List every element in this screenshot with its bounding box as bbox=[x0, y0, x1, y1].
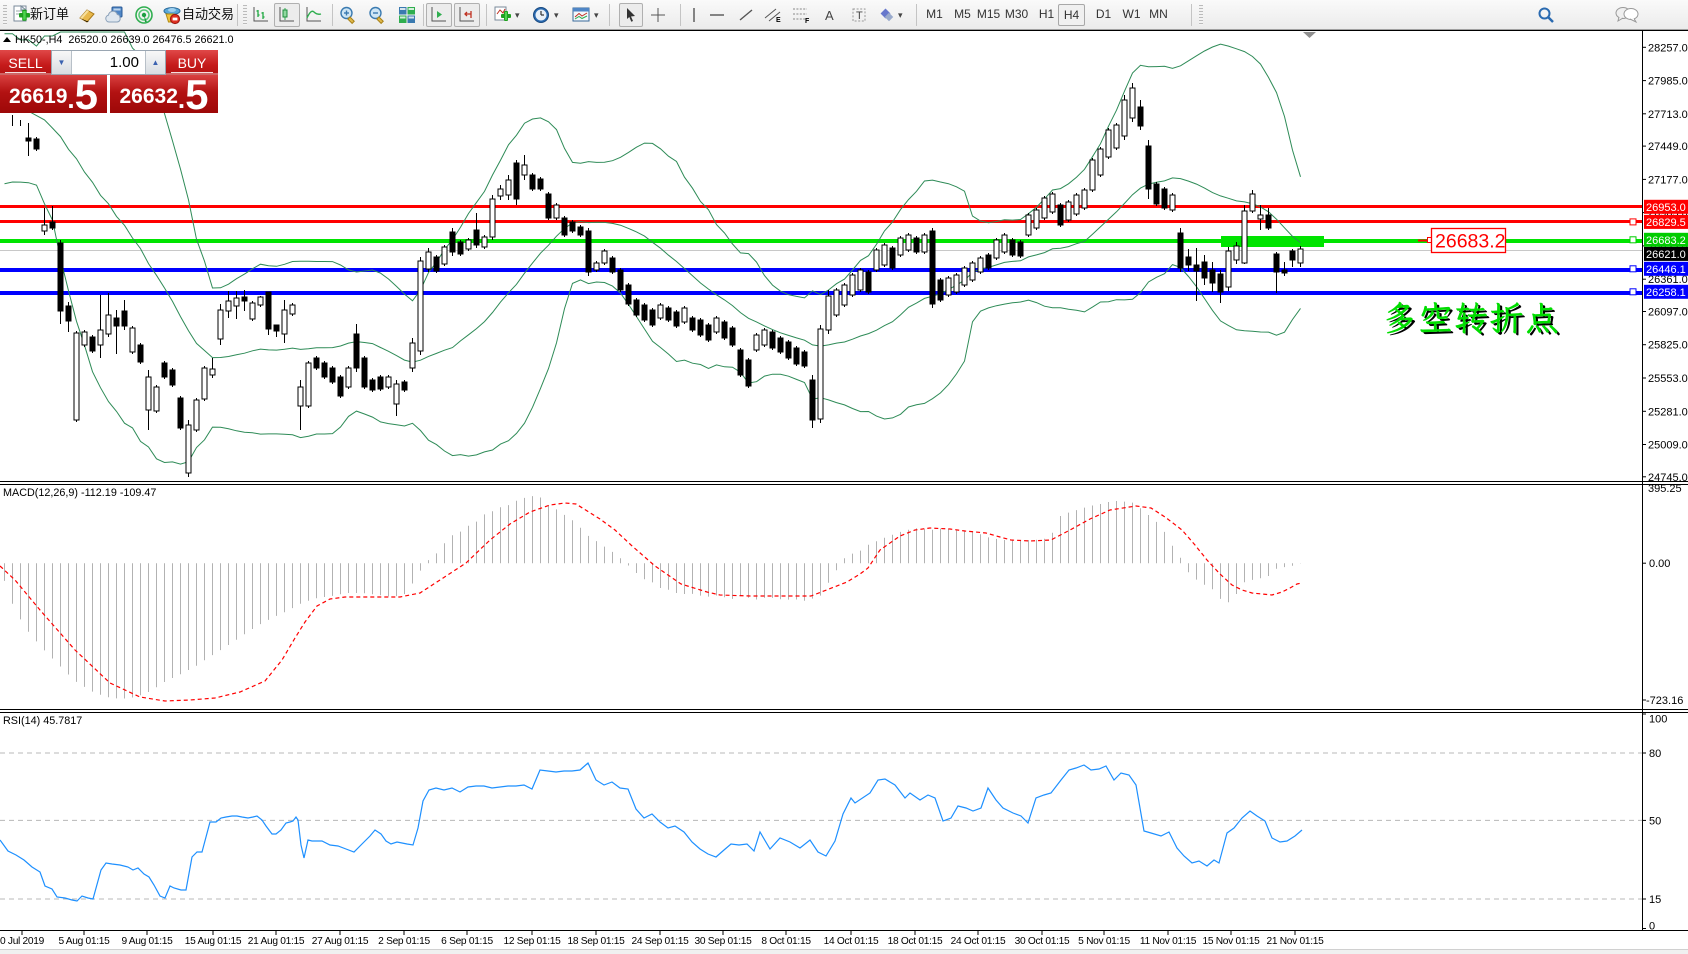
svg-text:26446.1: 26446.1 bbox=[1646, 264, 1686, 276]
svg-text:25825.0: 25825.0 bbox=[1648, 340, 1688, 352]
svg-text:30 Sep 01:15: 30 Sep 01:15 bbox=[694, 936, 752, 947]
svg-text:2 Sep 01:15: 2 Sep 01:15 bbox=[378, 936, 430, 947]
svg-text:HK50-,H4 26520.0 26639.0 2647: HK50-,H4 26520.0 26639.0 26476.5 26621.0 bbox=[15, 34, 234, 46]
svg-text:395.25: 395.25 bbox=[1648, 483, 1682, 495]
svg-text:26683.2: 26683.2 bbox=[1435, 231, 1506, 253]
svg-text:A: A bbox=[825, 8, 834, 23]
svg-text:8 Oct 01:15: 8 Oct 01:15 bbox=[761, 936, 811, 947]
svg-text:RSI(14) 45.7817: RSI(14) 45.7817 bbox=[3, 715, 82, 727]
svg-text:5 Nov 01:15: 5 Nov 01:15 bbox=[1078, 936, 1130, 947]
svg-text:-723.16: -723.16 bbox=[1646, 695, 1683, 707]
svg-text:0.00: 0.00 bbox=[1649, 558, 1670, 570]
svg-text:27449.0: 27449.0 bbox=[1648, 141, 1688, 153]
svg-text:28257.0: 28257.0 bbox=[1648, 42, 1688, 54]
svg-text:25553.0: 25553.0 bbox=[1648, 373, 1688, 385]
svg-text:18 Sep 01:15: 18 Sep 01:15 bbox=[567, 936, 625, 947]
svg-text:15 Aug 01:15: 15 Aug 01:15 bbox=[185, 936, 242, 947]
svg-text:27 Aug 01:15: 27 Aug 01:15 bbox=[312, 936, 369, 947]
svg-text:15: 15 bbox=[1649, 894, 1661, 906]
svg-text:24745.0: 24745.0 bbox=[1648, 472, 1688, 484]
svg-text:T: T bbox=[856, 10, 863, 22]
svg-text:15 Nov 01:15: 15 Nov 01:15 bbox=[1202, 936, 1260, 947]
svg-text:80: 80 bbox=[1649, 748, 1661, 760]
svg-text:18 Oct 01:15: 18 Oct 01:15 bbox=[888, 936, 943, 947]
svg-text:11 Nov 01:15: 11 Nov 01:15 bbox=[1140, 936, 1197, 947]
svg-text:21 Nov 01:15: 21 Nov 01:15 bbox=[1266, 936, 1324, 947]
svg-text:27985.0: 27985.0 bbox=[1648, 76, 1688, 88]
svg-text:26097.0: 26097.0 bbox=[1648, 307, 1688, 319]
svg-text:50: 50 bbox=[1649, 815, 1661, 827]
svg-text:27713.0: 27713.0 bbox=[1648, 109, 1688, 121]
svg-text:27177.0: 27177.0 bbox=[1648, 174, 1688, 186]
svg-text:24 Oct 01:15: 24 Oct 01:15 bbox=[951, 936, 1006, 947]
svg-text:26258.1: 26258.1 bbox=[1646, 287, 1686, 299]
svg-text:0 Jul 2019: 0 Jul 2019 bbox=[0, 936, 45, 947]
svg-text:26829.5: 26829.5 bbox=[1646, 217, 1686, 229]
svg-text:E: E bbox=[776, 17, 781, 24]
svg-text:MACD(12,26,9) -112.19 -109.47: MACD(12,26,9) -112.19 -109.47 bbox=[3, 487, 156, 499]
svg-text:26953.0: 26953.0 bbox=[1646, 202, 1686, 214]
svg-text:30 Oct 01:15: 30 Oct 01:15 bbox=[1015, 936, 1070, 947]
svg-text:26361.0: 26361.0 bbox=[1648, 274, 1688, 286]
svg-text:F: F bbox=[805, 18, 810, 24]
svg-text:25281.0: 25281.0 bbox=[1648, 406, 1688, 418]
svg-text:21 Aug 01:15: 21 Aug 01:15 bbox=[248, 936, 305, 947]
svg-text:100: 100 bbox=[1649, 714, 1667, 726]
svg-text:9 Aug 01:15: 9 Aug 01:15 bbox=[121, 936, 173, 947]
svg-text:26683.2: 26683.2 bbox=[1646, 235, 1686, 247]
svg-text:24 Sep 01:15: 24 Sep 01:15 bbox=[631, 936, 689, 947]
svg-text:5 Aug 01:15: 5 Aug 01:15 bbox=[58, 936, 110, 947]
svg-text:26621.0: 26621.0 bbox=[1646, 249, 1686, 261]
svg-text:12 Sep 01:15: 12 Sep 01:15 bbox=[503, 936, 561, 947]
svg-text:0: 0 bbox=[1649, 921, 1655, 933]
svg-text:6 Sep 01:15: 6 Sep 01:15 bbox=[441, 936, 493, 947]
svg-text:14 Oct 01:15: 14 Oct 01:15 bbox=[824, 936, 879, 947]
svg-text:25009.0: 25009.0 bbox=[1648, 440, 1688, 452]
